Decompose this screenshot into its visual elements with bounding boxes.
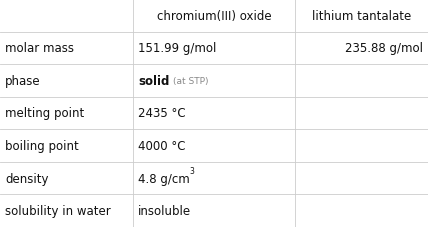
Text: density: density: [5, 172, 49, 185]
Text: 4000 °C: 4000 °C: [138, 139, 186, 152]
Text: 235.88 g/mol: 235.88 g/mol: [345, 42, 423, 55]
Text: melting point: melting point: [5, 107, 84, 120]
Text: 2435 °C: 2435 °C: [138, 107, 186, 120]
Text: 4.8 g/cm: 4.8 g/cm: [138, 172, 190, 185]
Text: molar mass: molar mass: [5, 42, 74, 55]
Text: insoluble: insoluble: [138, 204, 191, 217]
Text: boiling point: boiling point: [5, 139, 79, 152]
Text: chromium(III) oxide: chromium(III) oxide: [157, 10, 271, 23]
Text: 151.99 g/mol: 151.99 g/mol: [138, 42, 217, 55]
Text: solubility in water: solubility in water: [5, 204, 111, 217]
Text: 3: 3: [190, 167, 195, 176]
Text: solid: solid: [138, 75, 169, 88]
Text: phase: phase: [5, 75, 41, 88]
Text: (at STP): (at STP): [173, 76, 208, 86]
Text: lithium tantalate: lithium tantalate: [312, 10, 411, 23]
